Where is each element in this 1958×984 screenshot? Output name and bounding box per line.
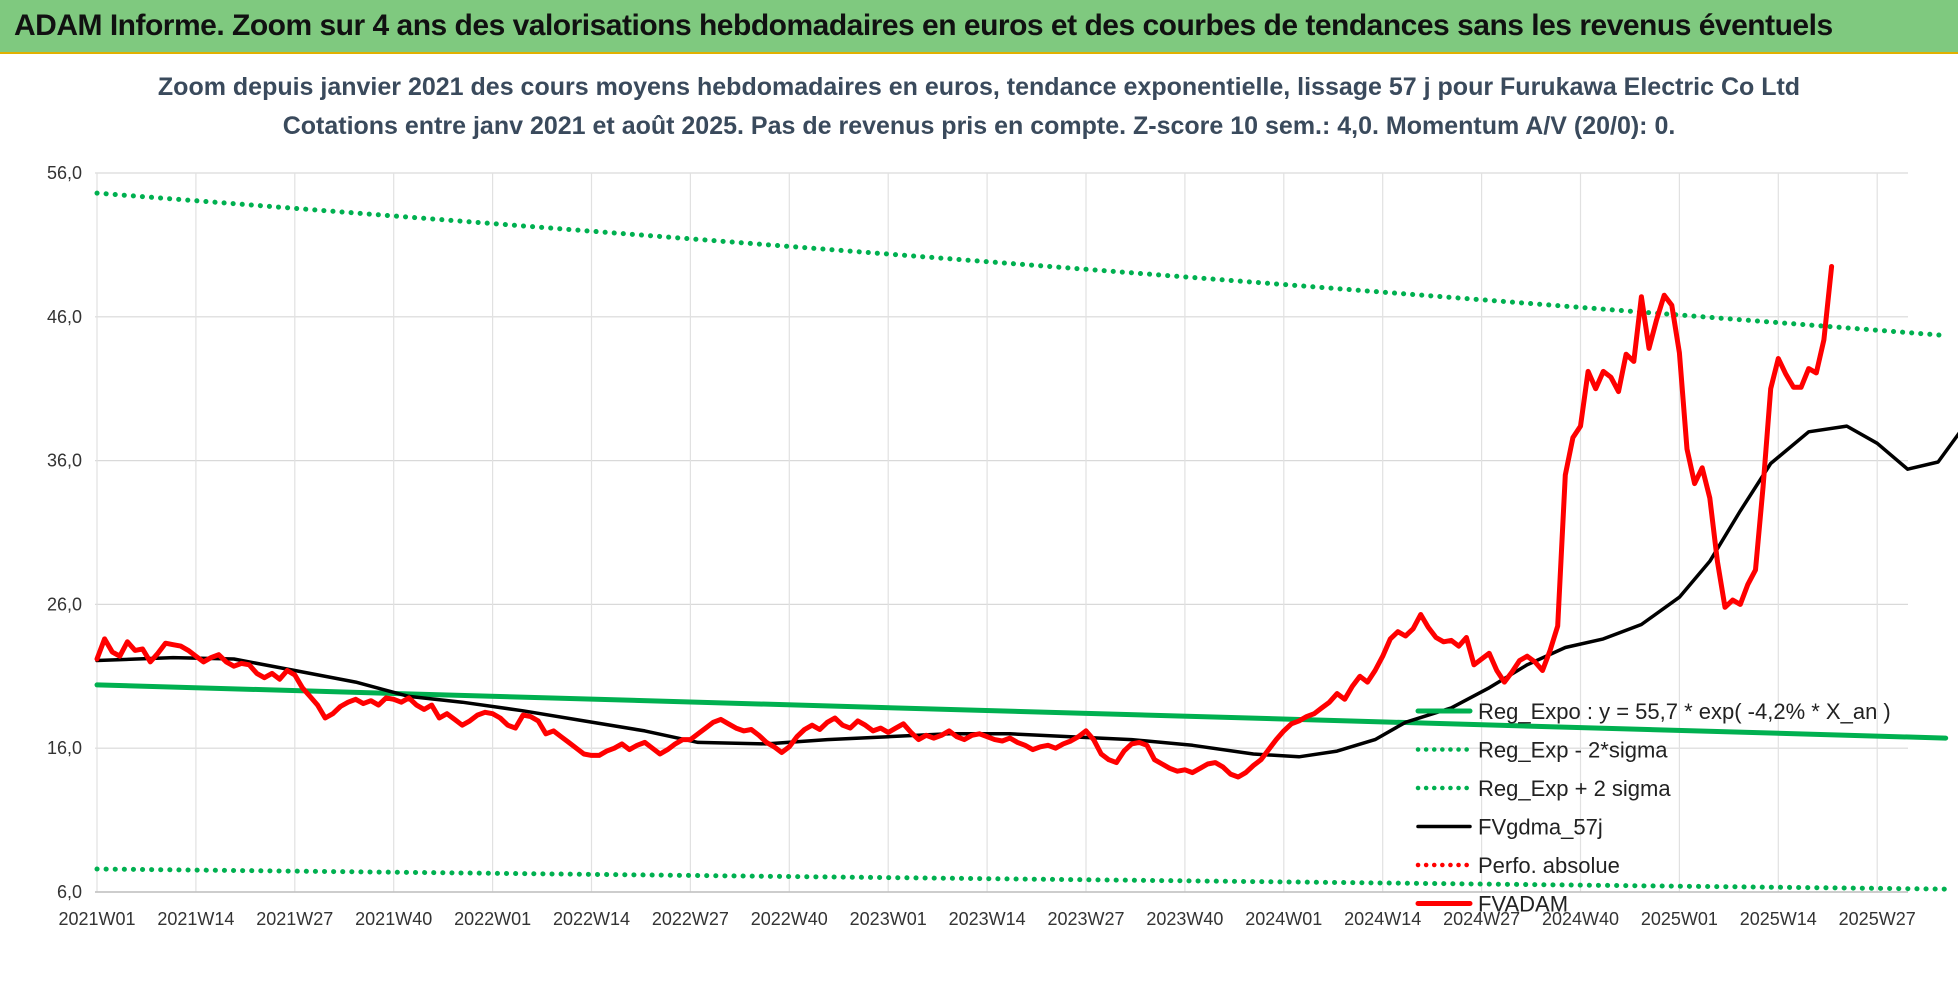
line-chart: Zoom depuis janvier 2021 des cours moyen… xyxy=(47,73,1958,929)
x-tick-label: 2024W14 xyxy=(1344,909,1421,929)
legend-label: Reg_Expo : y = 55,7 * exp( -4,2% * X_an … xyxy=(1478,699,1891,724)
x-tick-label: 2022W27 xyxy=(652,909,729,929)
series-line-2 xyxy=(94,190,1949,338)
chart-frame xyxy=(0,52,1958,984)
chart-subtitle: Cotations entre janv 2021 et août 2025. … xyxy=(283,112,1676,140)
x-tick-label: 2022W14 xyxy=(553,909,630,929)
y-tick-label: 36,0 xyxy=(47,451,82,471)
x-tick-label: 2023W40 xyxy=(1146,909,1223,929)
x-tick-label: 2024W27 xyxy=(1443,909,1520,929)
x-tick-label: 2021W40 xyxy=(355,909,432,929)
x-tick-label: 2023W27 xyxy=(1047,909,1124,929)
legend-label: Reg_Exp - 2*sigma xyxy=(1478,738,1668,763)
x-tick-label: 2024W01 xyxy=(1245,909,1322,929)
y-tick-label: 16,0 xyxy=(47,738,82,758)
x-tick-label: 2024W40 xyxy=(1542,909,1619,929)
legend-label: FVADAM xyxy=(1478,892,1568,917)
chart-title: Zoom depuis janvier 2021 des cours moyen… xyxy=(158,73,1800,101)
legend: Reg_Expo : y = 55,7 * exp( -4,2% * X_an … xyxy=(1415,699,1891,917)
y-tick-label: 46,0 xyxy=(47,307,82,327)
series-line-5 xyxy=(94,264,1835,780)
x-tick-label: 2025W27 xyxy=(1839,909,1916,929)
y-tick-label: 26,0 xyxy=(47,594,82,614)
gridlines xyxy=(95,172,1908,893)
y-tick-label: 56,0 xyxy=(47,163,82,183)
x-tick-label: 2023W01 xyxy=(850,909,927,929)
legend-label: Perfo. absolue xyxy=(1478,853,1620,878)
legend-label: FVgdma_57j xyxy=(1478,815,1603,840)
x-tick-label: 2025W14 xyxy=(1740,909,1817,929)
report-banner: ADAM Informe. Zoom sur 4 ans des valoris… xyxy=(0,0,1958,52)
report-title: ADAM Informe. Zoom sur 4 ans des valoris… xyxy=(14,9,1833,42)
y-tick-label: 6,0 xyxy=(57,882,82,902)
x-tick-label: 2022W40 xyxy=(751,909,828,929)
series-line-1 xyxy=(94,866,1949,892)
x-axis-ticks: 2021W01 2021W14 2021W27 2021W40 2022W01 2022W… xyxy=(58,909,1915,929)
legend-label: Reg_Exp + 2 sigma xyxy=(1478,776,1671,801)
y-axis-ticks: 56,0 46,0 36,0 26,0 16,0 6,0 xyxy=(47,163,82,902)
x-tick-label: 2021W27 xyxy=(256,909,333,929)
series-line-3 xyxy=(95,424,1958,759)
x-tick-label: 2025W01 xyxy=(1641,909,1718,929)
x-tick-label: 2023W14 xyxy=(949,909,1026,929)
x-tick-label: 2021W01 xyxy=(58,909,135,929)
x-tick-label: 2021W14 xyxy=(157,909,234,929)
series-lines xyxy=(94,190,1958,892)
x-tick-label: 2022W01 xyxy=(454,909,531,929)
